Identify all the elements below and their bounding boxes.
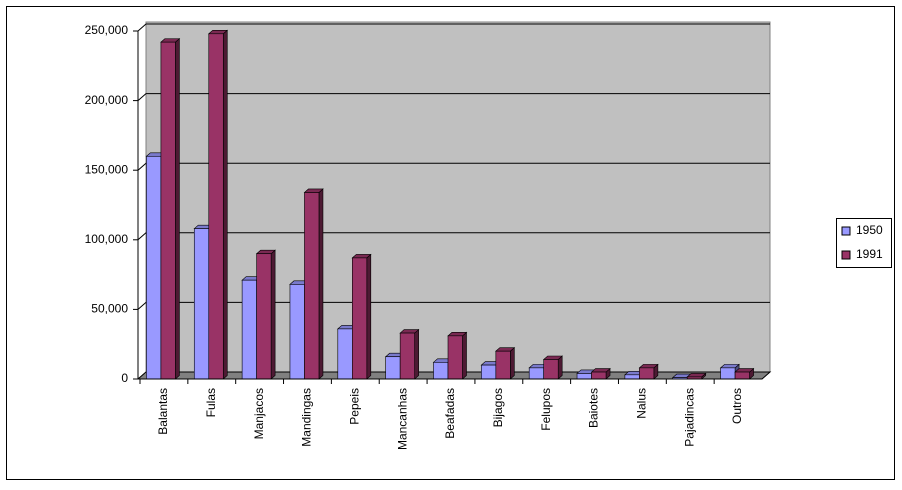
bar-side (557, 355, 563, 380)
bar (481, 364, 497, 380)
x-tick-label: Nalus (635, 388, 649, 419)
legend-swatch (841, 250, 851, 260)
y-tick-label: 250,000 (85, 23, 129, 37)
bar (576, 373, 592, 380)
x-tick-label: Outros (730, 388, 744, 424)
bar-side (318, 188, 324, 380)
bar (734, 371, 750, 380)
bar-side (366, 253, 372, 380)
bar (241, 279, 257, 380)
bar (385, 356, 401, 380)
x-tick-label: Baiotes (587, 388, 601, 428)
x-tick-label: Pajadincas (682, 388, 696, 447)
y-tick-label: 50,000 (91, 302, 128, 316)
x-tick-label: Balantas (156, 388, 170, 435)
bar (304, 192, 320, 380)
bar (433, 361, 449, 380)
bar (591, 371, 607, 380)
bar (495, 350, 511, 380)
x-tick-label: Fulas (204, 388, 218, 417)
bar-side (414, 328, 419, 380)
bar (720, 367, 736, 380)
legend-label: 1991 (856, 247, 883, 261)
x-tick-label: Felupos (539, 388, 553, 431)
bar-side (270, 249, 276, 380)
y-tick-label: 0 (121, 371, 128, 385)
y-tick-label: 200,000 (85, 93, 129, 107)
bar-side (175, 37, 180, 380)
y-tick-label: 100,000 (85, 232, 129, 246)
x-tick-label: Bijagos (491, 388, 505, 427)
legend-label: 1950 (856, 223, 883, 237)
grid-line (137, 301, 770, 310)
bar (447, 335, 463, 380)
bar-side (510, 346, 515, 380)
bar (543, 359, 559, 380)
x-tick-label: Pepeis (347, 388, 361, 425)
grid-line (137, 23, 770, 32)
bar (289, 284, 305, 380)
bar (639, 367, 655, 380)
bar-side (462, 331, 467, 380)
grid-line (137, 93, 770, 101)
legend-swatch (841, 226, 851, 236)
bar (624, 374, 640, 380)
bar (337, 328, 353, 380)
grid-line (137, 232, 770, 241)
bar (160, 41, 176, 380)
bar (208, 33, 224, 380)
x-tick-label: Mandingas (300, 388, 314, 447)
bar (193, 228, 210, 380)
x-tick-label: Beafadas (443, 388, 457, 439)
grid-line (137, 162, 770, 171)
bar-side (222, 29, 228, 380)
bar (352, 257, 368, 380)
x-tick-label: Mancanhas (395, 388, 409, 450)
bar (146, 155, 162, 380)
bar (399, 332, 415, 380)
bar (528, 367, 544, 380)
plot-wall (136, 21, 771, 380)
x-tick-label: Manjacos (252, 388, 266, 439)
y-tick-label: 150,000 (85, 162, 129, 176)
bar (256, 253, 272, 380)
